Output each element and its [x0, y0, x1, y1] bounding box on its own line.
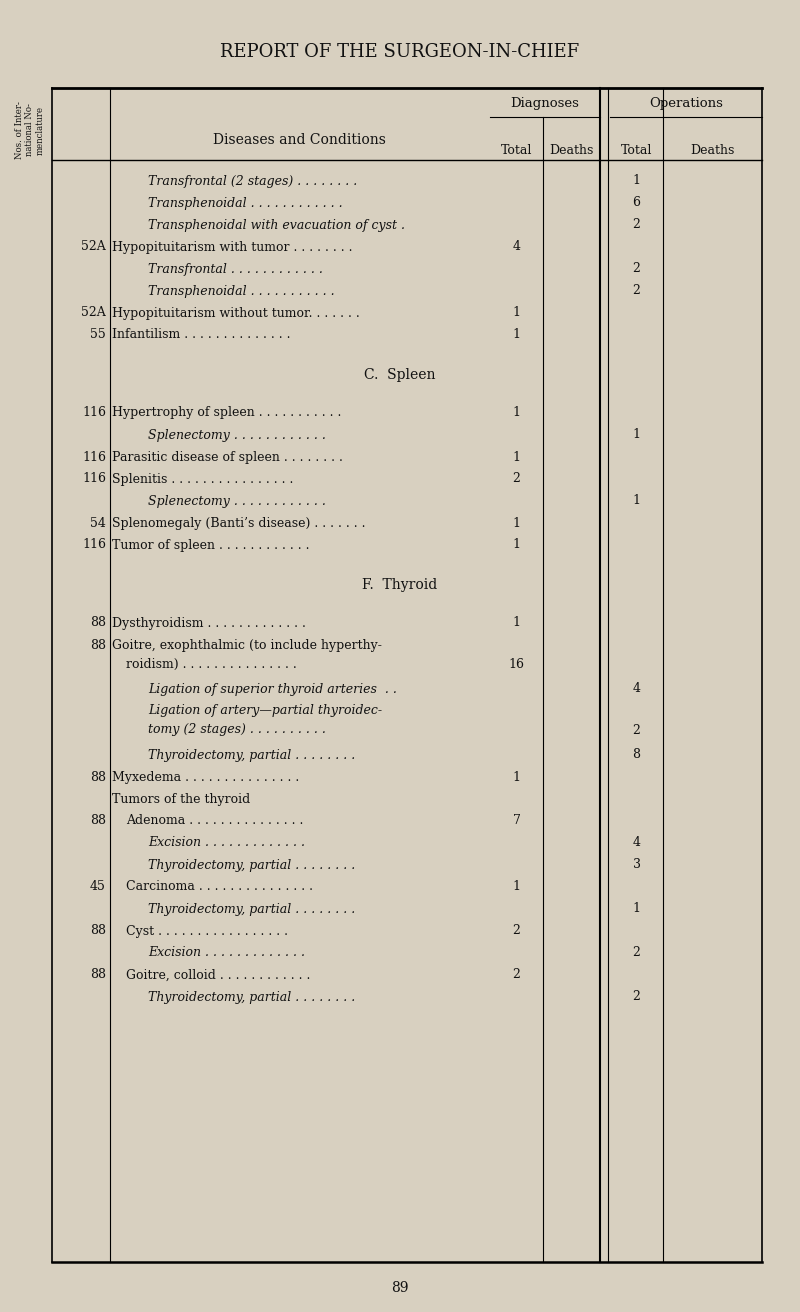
Text: 1: 1 — [633, 903, 641, 916]
Text: Cyst . . . . . . . . . . . . . . . . .: Cyst . . . . . . . . . . . . . . . . . — [126, 925, 288, 938]
Text: 3: 3 — [633, 858, 641, 871]
Text: 1: 1 — [513, 880, 521, 893]
Text: Hypertrophy of spleen . . . . . . . . . . .: Hypertrophy of spleen . . . . . . . . . … — [112, 407, 342, 420]
Text: Ligation of superior thyroid arteries  . .: Ligation of superior thyroid arteries . … — [148, 682, 397, 695]
Text: Splenitis . . . . . . . . . . . . . . . .: Splenitis . . . . . . . . . . . . . . . … — [112, 472, 294, 485]
Text: 1: 1 — [513, 328, 521, 341]
Text: Diagnoses: Diagnoses — [510, 97, 579, 110]
Text: 7: 7 — [513, 815, 521, 828]
Text: 1: 1 — [633, 495, 641, 508]
Text: Transfrontal . . . . . . . . . . . .: Transfrontal . . . . . . . . . . . . — [148, 262, 323, 276]
Text: tomy (2 stages) . . . . . . . . . .: tomy (2 stages) . . . . . . . . . . — [148, 723, 326, 736]
Text: 88: 88 — [90, 815, 106, 828]
Text: Myxedema . . . . . . . . . . . . . . .: Myxedema . . . . . . . . . . . . . . . — [112, 770, 299, 783]
Text: Transphenoidal . . . . . . . . . . .: Transphenoidal . . . . . . . . . . . — [148, 285, 334, 298]
Text: Tumor of spleen . . . . . . . . . . . .: Tumor of spleen . . . . . . . . . . . . — [112, 538, 310, 551]
Text: 2: 2 — [633, 262, 641, 276]
Text: 1: 1 — [513, 307, 521, 320]
Text: Thyroidectomy, partial . . . . . . . .: Thyroidectomy, partial . . . . . . . . — [148, 858, 355, 871]
Text: Goitre, exophthalmic (to include hyperthy-: Goitre, exophthalmic (to include hyperth… — [112, 639, 382, 652]
Text: 2: 2 — [513, 925, 521, 938]
Text: Excision . . . . . . . . . . . . .: Excision . . . . . . . . . . . . . — [148, 837, 305, 849]
Text: Thyroidectomy, partial . . . . . . . .: Thyroidectomy, partial . . . . . . . . — [148, 749, 355, 761]
Text: 52A: 52A — [82, 240, 106, 253]
Text: Tumors of the thyroid: Tumors of the thyroid — [112, 792, 250, 806]
Text: Diseases and Conditions: Diseases and Conditions — [213, 133, 386, 147]
Text: 88: 88 — [90, 925, 106, 938]
Text: 2: 2 — [513, 472, 521, 485]
Text: 45: 45 — [90, 880, 106, 893]
Text: 1: 1 — [513, 538, 521, 551]
Text: 88: 88 — [90, 968, 106, 981]
Text: roidism) . . . . . . . . . . . . . . .: roidism) . . . . . . . . . . . . . . . — [126, 657, 297, 670]
Text: Infantilism . . . . . . . . . . . . . .: Infantilism . . . . . . . . . . . . . . — [112, 328, 290, 341]
Text: 116: 116 — [82, 450, 106, 463]
Text: 2: 2 — [633, 946, 641, 959]
Text: Thyroidectomy, partial . . . . . . . .: Thyroidectomy, partial . . . . . . . . — [148, 991, 355, 1004]
Text: 116: 116 — [82, 407, 106, 420]
Text: 1: 1 — [513, 517, 521, 530]
Text: 1: 1 — [513, 617, 521, 630]
Text: Splenomegaly (Banti’s disease) . . . . . . .: Splenomegaly (Banti’s disease) . . . . .… — [112, 517, 366, 530]
Text: Splenectomy . . . . . . . . . . . .: Splenectomy . . . . . . . . . . . . — [148, 429, 326, 442]
Text: 4: 4 — [633, 837, 641, 849]
Text: Total: Total — [621, 143, 652, 156]
Text: 2: 2 — [633, 723, 641, 736]
Text: Parasitic disease of spleen . . . . . . . .: Parasitic disease of spleen . . . . . . … — [112, 450, 343, 463]
Text: 16: 16 — [509, 657, 525, 670]
Text: Deaths: Deaths — [550, 143, 594, 156]
Text: 6: 6 — [633, 197, 641, 210]
Text: 8: 8 — [633, 749, 641, 761]
Text: Hypopituitarism without tumor. . . . . . .: Hypopituitarism without tumor. . . . . .… — [112, 307, 360, 320]
Text: 89: 89 — [391, 1281, 409, 1295]
Text: 1: 1 — [633, 429, 641, 442]
Text: 2: 2 — [633, 991, 641, 1004]
Text: 116: 116 — [82, 472, 106, 485]
Text: 1: 1 — [513, 770, 521, 783]
Text: 2: 2 — [633, 285, 641, 298]
Text: Deaths: Deaths — [690, 143, 734, 156]
Text: Thyroidectomy, partial . . . . . . . .: Thyroidectomy, partial . . . . . . . . — [148, 903, 355, 916]
Text: 1: 1 — [633, 174, 641, 188]
Text: Hypopituitarism with tumor . . . . . . . .: Hypopituitarism with tumor . . . . . . .… — [112, 240, 353, 253]
Text: Transphenoidal with evacuation of cyst .: Transphenoidal with evacuation of cyst . — [148, 219, 405, 231]
Text: Excision . . . . . . . . . . . . .: Excision . . . . . . . . . . . . . — [148, 946, 305, 959]
Text: 54: 54 — [90, 517, 106, 530]
Text: 4: 4 — [513, 240, 521, 253]
Text: 2: 2 — [633, 219, 641, 231]
Text: Adenoma . . . . . . . . . . . . . . .: Adenoma . . . . . . . . . . . . . . . — [126, 815, 303, 828]
Text: F.  Thyroid: F. Thyroid — [362, 579, 438, 592]
Text: 4: 4 — [633, 682, 641, 695]
Text: 88: 88 — [90, 639, 106, 652]
Text: 2: 2 — [513, 968, 521, 981]
Text: Splenectomy . . . . . . . . . . . .: Splenectomy . . . . . . . . . . . . — [148, 495, 326, 508]
Text: Total: Total — [501, 143, 532, 156]
Text: Ligation of artery—partial thyroidec-: Ligation of artery—partial thyroidec- — [148, 705, 382, 718]
Text: Dysthyroidism . . . . . . . . . . . . .: Dysthyroidism . . . . . . . . . . . . . — [112, 617, 306, 630]
Text: Operations: Operations — [649, 97, 723, 110]
Text: Goitre, colloid . . . . . . . . . . . .: Goitre, colloid . . . . . . . . . . . . — [126, 968, 310, 981]
Text: 1: 1 — [513, 450, 521, 463]
Text: 116: 116 — [82, 538, 106, 551]
Text: 1: 1 — [513, 407, 521, 420]
Text: Nos. of Inter-
national No-
menclature: Nos. of Inter- national No- menclature — [15, 101, 45, 159]
Text: 55: 55 — [90, 328, 106, 341]
Text: REPORT OF THE SURGEON-IN-CHIEF: REPORT OF THE SURGEON-IN-CHIEF — [220, 43, 580, 60]
Text: Transfrontal (2 stages) . . . . . . . .: Transfrontal (2 stages) . . . . . . . . — [148, 174, 358, 188]
Text: 88: 88 — [90, 617, 106, 630]
Text: 52A: 52A — [82, 307, 106, 320]
Text: Carcinoma . . . . . . . . . . . . . . .: Carcinoma . . . . . . . . . . . . . . . — [126, 880, 313, 893]
Text: 88: 88 — [90, 770, 106, 783]
Text: C.  Spleen: C. Spleen — [364, 367, 436, 382]
Text: Transphenoidal . . . . . . . . . . . .: Transphenoidal . . . . . . . . . . . . — [148, 197, 342, 210]
